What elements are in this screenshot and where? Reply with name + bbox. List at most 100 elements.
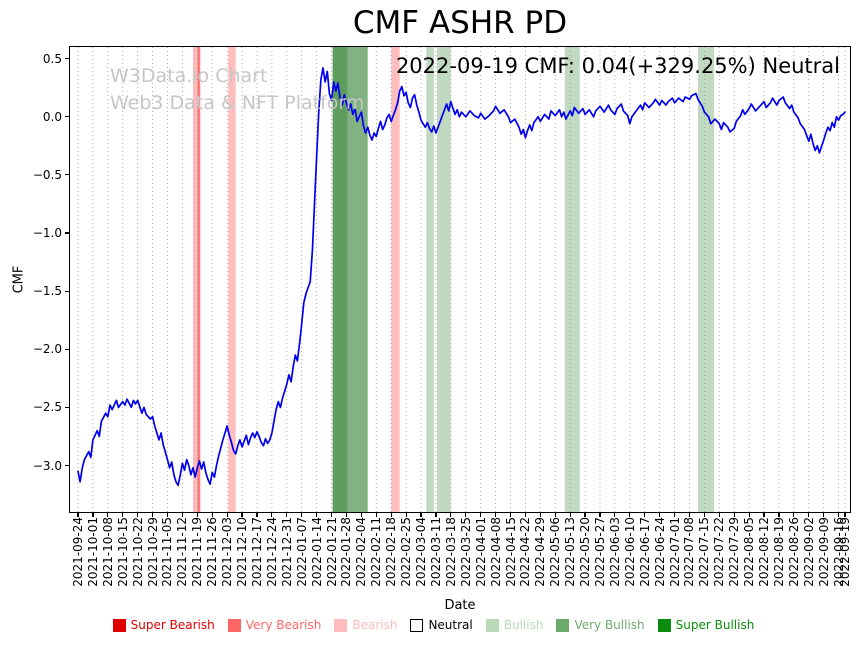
x-tick-mark [808, 513, 810, 517]
x-tick-mark [241, 513, 243, 517]
x-tick-label: 2022-05-06 [548, 517, 563, 587]
x-tick-mark [77, 513, 79, 517]
x-tick-label: 2022-04-15 [503, 517, 518, 587]
x-tick-mark [166, 513, 169, 517]
x-tick-mark [465, 513, 467, 517]
watermark-line-2: Web3 Data & NFT Platform [110, 92, 365, 114]
x-tick-mark [435, 513, 437, 517]
y-tick-mark [65, 116, 69, 118]
legend-label-neutral: Neutral [428, 618, 473, 632]
x-tick-label: 2021-11-05 [160, 517, 175, 587]
x-tick-label: 2022-03-04 [414, 517, 429, 587]
y-tick-label: 0.0 [42, 109, 62, 124]
y-tick-label: −1.5 [32, 284, 62, 299]
x-tick-mark [659, 513, 661, 517]
signal-band-very-bullish [332, 47, 348, 512]
x-tick-label: 2022-05-20 [578, 517, 593, 587]
x-tick-mark [390, 513, 392, 517]
x-tick-mark [226, 513, 228, 517]
x-tick-mark [524, 513, 526, 517]
y-tick-mark [65, 406, 69, 408]
x-tick-label: 2022-07-08 [682, 517, 697, 587]
x-tick-label: 2022-05-27 [592, 517, 607, 587]
legend-label-very-bearish: Very Bearish [245, 618, 322, 632]
x-tick-mark [688, 513, 691, 517]
x-tick-mark [494, 513, 497, 517]
x-tick-label: 2022-09-09 [816, 517, 831, 587]
x-tick-label: 2022-09-02 [801, 517, 816, 587]
x-tick-label: 2022-02-25 [399, 517, 414, 587]
x-tick-label: 2022-04-22 [518, 517, 533, 587]
x-tick-mark [256, 513, 258, 517]
x-tick-mark [345, 513, 348, 517]
y-tick-label: −2.5 [32, 400, 62, 415]
y-axis-label: CMF [11, 265, 27, 294]
x-tick-label: 2021-11-12 [175, 517, 190, 587]
x-tick-label: 2022-01-07 [294, 517, 309, 587]
x-tick-mark [629, 513, 631, 517]
signal-band-very-bullish [347, 47, 368, 512]
x-tick-label: 2021-11-19 [190, 517, 205, 587]
x-tick-label: 2021-12-10 [235, 517, 250, 587]
x-tick-mark [137, 513, 139, 517]
x-tick-mark [375, 513, 377, 517]
x-tick-label: 2021-10-08 [100, 517, 115, 587]
plot-area: W3Data.io Chart Web3 Data & NFT Platform… [69, 46, 851, 513]
legend-label-very-bullish: Very Bullish [574, 618, 645, 632]
x-tick-label: 2021-10-29 [145, 517, 160, 587]
legend-label-bearish: Bearish [352, 618, 398, 632]
signal-band-bullish [426, 47, 434, 512]
x-tick-mark [330, 513, 333, 517]
legend-swatch-very-bearish [227, 618, 241, 632]
y-tick-label: −3.0 [32, 458, 62, 473]
x-tick-mark [584, 513, 586, 517]
legend-swatch-bullish [485, 618, 499, 632]
x-tick-mark [92, 513, 94, 517]
x-tick-label: 2021-10-01 [85, 517, 100, 587]
x-tick-mark [763, 513, 765, 517]
x-tick-label: 2022-08-19 [771, 517, 786, 587]
x-tick-mark [196, 513, 198, 517]
x-tick-mark [509, 513, 512, 517]
x-tick-mark [211, 513, 213, 517]
x-tick-mark [450, 513, 452, 517]
watermark: W3Data.io Chart Web3 Data & NFT Platform [110, 63, 364, 117]
x-tick-mark [360, 513, 362, 517]
x-tick-label: 2022-07-29 [727, 517, 742, 587]
x-tick-mark [122, 513, 124, 517]
x-tick-mark [405, 513, 407, 517]
x-tick-label: 2022-02-04 [354, 517, 369, 587]
x-tick-label: 2022-06-17 [637, 517, 652, 587]
y-tick-label: −0.5 [32, 167, 62, 182]
y-tick-mark [65, 348, 69, 350]
cmf-line [77, 67, 846, 487]
x-tick-mark [316, 513, 318, 517]
x-tick-label: 2022-02-11 [369, 517, 384, 587]
x-tick-label: 2022-03-18 [443, 517, 458, 587]
signal-band-bearish [228, 47, 236, 512]
x-tick-label: 2021-12-31 [279, 517, 294, 587]
x-tick-mark [420, 513, 422, 517]
x-tick-label: 2022-04-29 [533, 517, 548, 587]
legend-item-bullish: Bullish [485, 618, 544, 632]
x-tick-mark [733, 513, 735, 517]
y-tick-mark [65, 290, 69, 292]
signal-band-bullish [698, 47, 714, 512]
legend-swatch-bearish [334, 618, 348, 632]
legend-item-super-bullish: Super Bullish [657, 618, 754, 632]
x-tick-mark [539, 513, 541, 517]
legend-label-bullish: Bullish [503, 618, 544, 632]
signal-band-very-bearish [197, 47, 200, 512]
x-tick-label: 2021-12-24 [264, 517, 279, 587]
x-tick-mark [718, 513, 720, 517]
x-tick-mark [554, 513, 556, 517]
x-tick-mark [823, 513, 825, 517]
x-tick-mark [151, 513, 154, 517]
x-tick-label: 2021-10-22 [130, 517, 145, 587]
y-tick-mark [65, 232, 69, 234]
x-tick-mark [107, 513, 109, 517]
x-tick-mark [793, 513, 795, 517]
x-tick-label: 2021-09-24 [71, 517, 85, 587]
x-tick-label: 2022-06-24 [652, 517, 667, 587]
signal-band-bearish [193, 47, 201, 512]
